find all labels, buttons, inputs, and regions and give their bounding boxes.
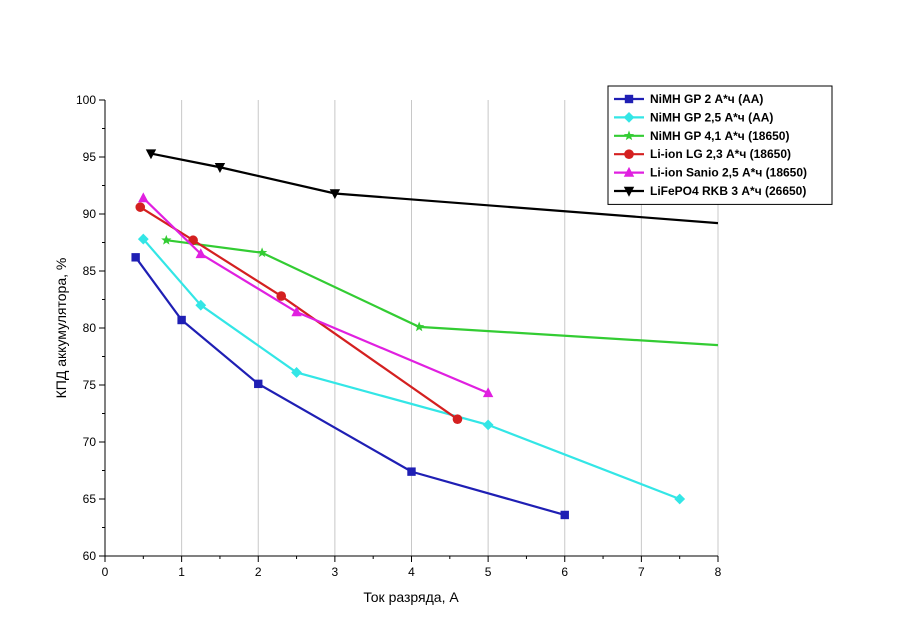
legend-item: Li-ion Sanio 2,5 А*ч (18650) [614,166,807,180]
legend-swatch-marker [624,94,634,104]
data-point [145,149,157,160]
legend-swatch-marker [623,186,635,197]
y-tick-label: 80 [83,321,97,335]
series-6 [145,149,718,225]
series-line [142,197,489,394]
x-tick-label: 2 [255,565,262,579]
data-point [291,306,302,317]
data-point [135,202,146,212]
legend-label: NiMH GP 2,5 А*ч (АА) [650,110,773,124]
legend-item: Li-ion LG 2,3 А*ч (18650) [614,147,791,161]
data-point [414,321,425,332]
y-tick-label: 95 [83,150,97,164]
y-tick-label: 90 [83,207,97,221]
legend-label: LiFePO4 RKB 3 А*ч (26650) [650,184,806,198]
series-5 [138,192,494,398]
tick-labels: 60 65 70 75 80 85 90 95 100 0 1 2 3 4 5 6 7 8 [76,93,722,579]
legend-item: NiMH GP 2 А*ч (АА) [614,92,763,106]
series-line [150,152,718,225]
legend-label: NiMH GP 2 А*ч (АА) [650,92,763,106]
x-tick-label: 0 [102,565,109,579]
y-axis-title: КПД аккумулятора, % [53,258,69,399]
y-tick-label: 100 [76,93,96,107]
data-point [482,419,494,431]
legend-label: Li-ion LG 2,3 А*ч (18650) [650,147,791,161]
y-tick-label: 60 [83,549,97,563]
legend-label: NiMH GP 4,1 А*ч (18650) [650,129,789,143]
data-point [138,192,149,203]
y-tick-label: 65 [83,492,97,506]
data-point [137,233,149,245]
x-tick-label: 4 [408,565,415,579]
legend: NiMH GP 2 А*ч (АА) NiMH GP 2,5 А*ч (АА) Ni… [607,85,833,205]
data-point [161,234,172,245]
data-point [195,248,206,259]
data-point [254,379,263,389]
x-tick-label: 6 [561,565,568,579]
x-tick-label: 7 [638,565,645,579]
data-point [214,163,226,173]
series-line [166,239,718,347]
legend-label: Li-ion Sanio 2,5 А*ч (18650) [650,166,807,180]
x-tick-label: 3 [332,565,339,579]
x-tick-label: 1 [178,565,185,579]
data-point [177,315,186,325]
data-point [407,467,416,476]
data-point [256,247,268,258]
x-axis-title: Ток разряда, А [363,589,459,605]
legend-box [607,85,833,205]
data-point [674,493,686,505]
x-tick-label: 5 [485,565,492,579]
data-point [329,189,341,200]
legend-item: NiMH GP 4,1 А*ч (18650) [614,129,789,143]
series-4 [135,202,463,425]
series-2 [137,233,686,505]
legend-swatch-marker [623,130,635,141]
y-tick-label: 85 [83,264,97,278]
x-tick-label: 8 [715,565,722,579]
legend-swatch-marker [623,166,635,177]
data-point [291,367,302,378]
data-point [560,510,569,520]
legend-swatch-marker [624,149,634,159]
data-point [452,414,463,425]
data-point [276,291,287,301]
data-point [482,387,494,398]
data-point [195,299,207,311]
series-1 [131,253,569,520]
legend-item: NiMH GP 2,5 А*ч (АА) [614,110,773,124]
series-line [139,206,459,421]
axes [99,99,719,562]
y-tick-label: 75 [83,378,97,392]
legend-swatch-marker [623,112,635,123]
series-layer [131,149,718,520]
legend-item: LiFePO4 RKB 3 А*ч (26650) [614,184,806,198]
data-point [131,253,140,262]
series-3 [161,234,718,347]
y-tick-label: 70 [83,435,97,449]
